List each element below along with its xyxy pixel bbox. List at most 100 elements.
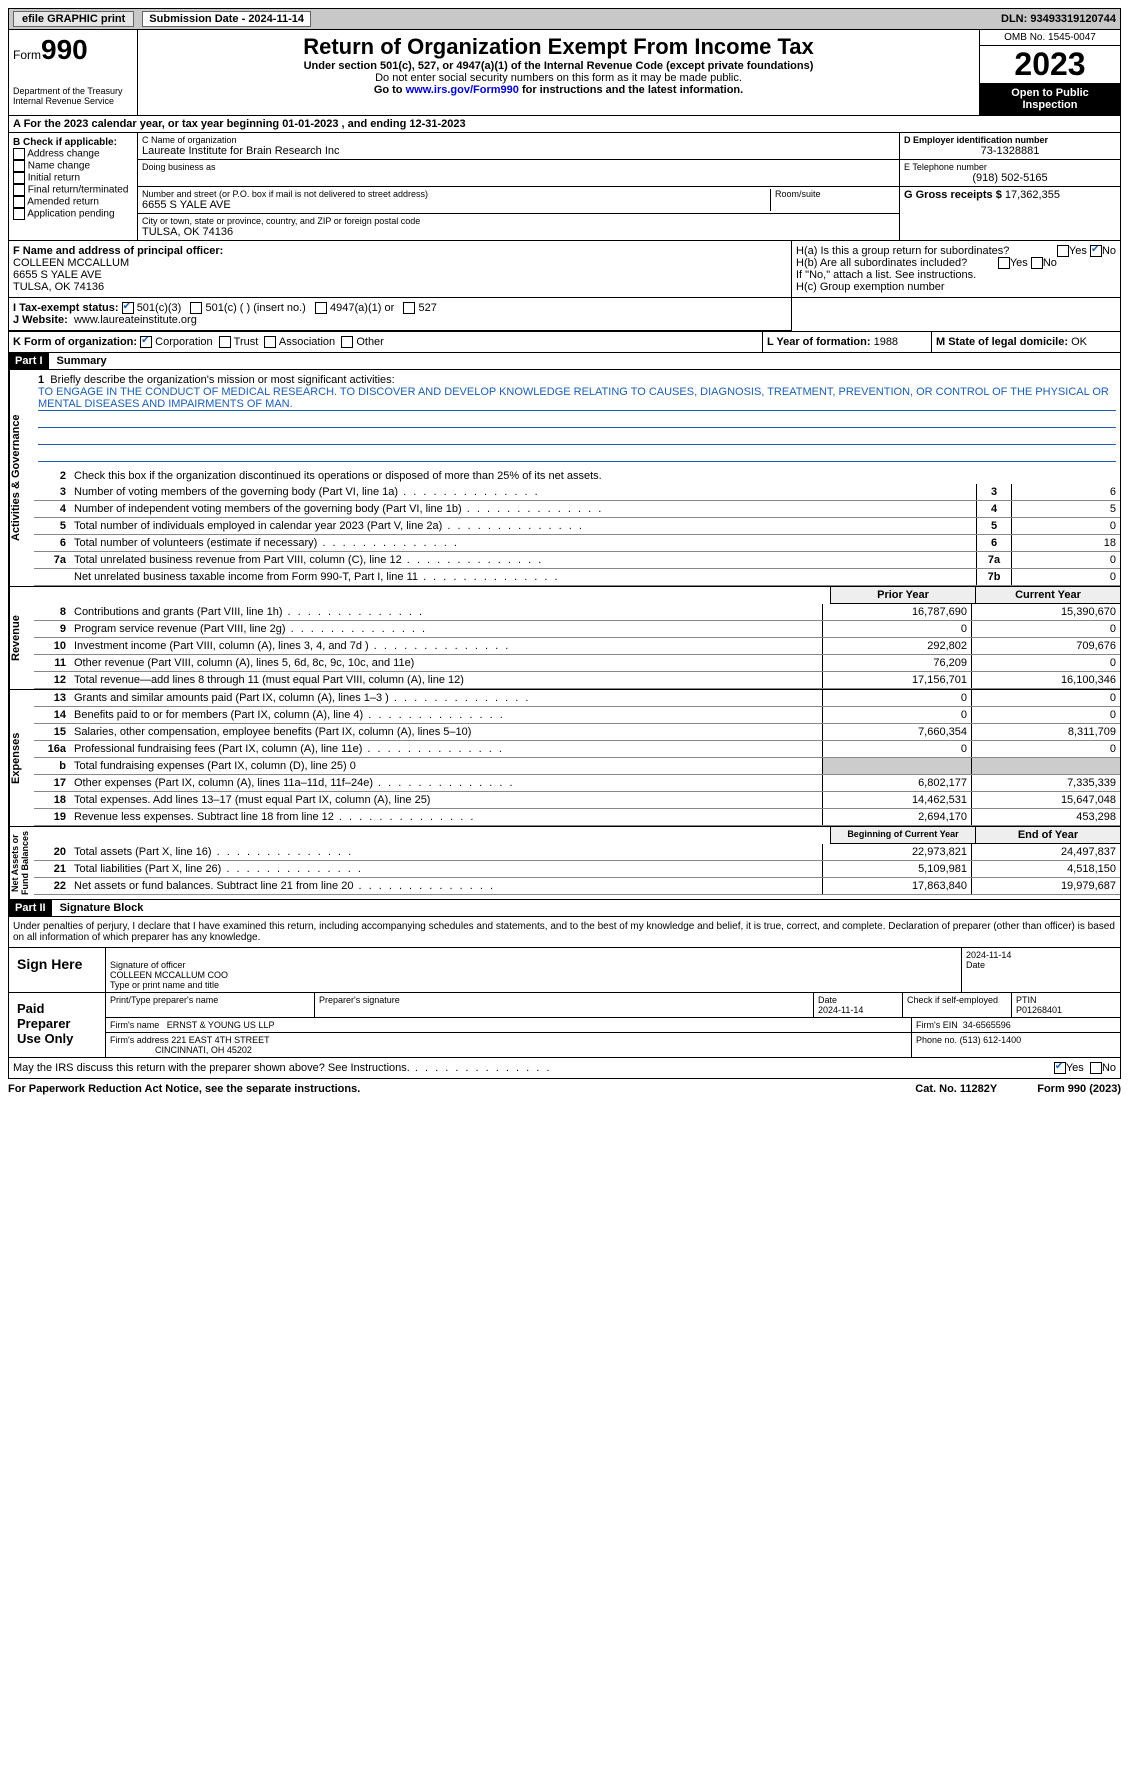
line-18-current: 15,647,048 — [971, 792, 1120, 808]
chk-name-change[interactable]: Name change — [13, 160, 133, 172]
irs-link[interactable]: www.irs.gov/Form990 — [406, 84, 519, 96]
line-9-prior: 0 — [822, 621, 971, 637]
chk-hb-yes[interactable] — [998, 257, 1010, 269]
open-public-2: Inspection — [1022, 99, 1077, 111]
line-15-current: 8,311,709 — [971, 724, 1120, 740]
row-a-tax-year: A For the 2023 calendar year, or tax yea… — [8, 116, 1121, 133]
form-header: Form990 Department of the Treasury Inter… — [8, 30, 1121, 116]
part-1-label: Part I — [9, 353, 49, 369]
part-1-title: Summary — [49, 355, 107, 367]
sig-date-label: Date — [966, 960, 985, 970]
chk-trust[interactable] — [219, 336, 231, 348]
org-name-label: C Name of organization — [142, 135, 895, 145]
line-8-prior: 16,787,690 — [822, 604, 971, 620]
firm-addr: 221 EAST 4TH STREET — [171, 1035, 269, 1045]
line-8-current: 15,390,670 — [971, 604, 1120, 620]
line-3-value: 6 — [1011, 484, 1120, 500]
form-number: 990 — [41, 34, 88, 65]
officer-label: F Name and address of principal officer: — [13, 245, 223, 257]
prep-date: 2024-11-14 — [818, 1005, 863, 1015]
chk-application-pending[interactable]: Application pending — [13, 208, 133, 220]
line-6-value: 18 — [1011, 535, 1120, 551]
officer-name: COLLEEN MCCALLUM — [13, 257, 129, 269]
open-public-1: Open to Public — [1011, 87, 1089, 99]
line-5-label: Total number of individuals employed in … — [70, 518, 976, 534]
discuss-row: May the IRS discuss this return with the… — [8, 1058, 1121, 1079]
line-14-current: 0 — [971, 707, 1120, 723]
paperwork-notice: For Paperwork Reduction Act Notice, see … — [8, 1083, 360, 1095]
chk-527[interactable] — [403, 302, 415, 314]
revenue-section: Revenue Prior YearCurrent Year 8Contribu… — [8, 587, 1121, 690]
chk-501c[interactable] — [190, 302, 202, 314]
preparer-name-label: Print/Type preparer's name — [106, 993, 315, 1017]
line-10-label: Investment income (Part VIII, column (A)… — [70, 638, 822, 654]
line-16a-label: Professional fundraising fees (Part IX, … — [70, 741, 822, 757]
efile-print-button[interactable]: efile GRAPHIC print — [13, 11, 134, 27]
paid-preparer-label: Paid Preparer Use Only — [9, 993, 106, 1057]
type-name-label: Type or print name and title — [110, 980, 219, 990]
entity-info-grid: B Check if applicable: Address change Na… — [8, 133, 1121, 241]
line-10-current: 709,676 — [971, 638, 1120, 654]
chk-501c3[interactable] — [122, 302, 134, 314]
line-14-prior: 0 — [822, 707, 971, 723]
firm-ein: 34-6565596 — [963, 1020, 1011, 1030]
form-footer-label: Form 990 (2023) — [1037, 1083, 1121, 1095]
chk-final-return[interactable]: Final return/terminated — [13, 184, 133, 196]
line-13-prior: 0 — [822, 690, 971, 706]
line-7a-value: 0 — [1011, 552, 1120, 568]
line-22-eoy: 19,979,687 — [971, 878, 1120, 894]
firm-ein-label: Firm's EIN — [916, 1020, 958, 1030]
submission-date: Submission Date - 2024-11-14 — [142, 11, 311, 27]
line-13-label: Grants and similar amounts paid (Part IX… — [70, 690, 822, 706]
line-12-prior: 17,156,701 — [822, 672, 971, 688]
chk-initial-return[interactable]: Initial return — [13, 172, 133, 184]
part-1-bar: Part I Summary — [8, 353, 1121, 370]
chk-assoc[interactable] — [264, 336, 276, 348]
line-4-label: Number of independent voting members of … — [70, 501, 976, 517]
self-employed-check[interactable]: Check if self-employed — [903, 993, 1012, 1017]
chk-ha-no[interactable] — [1090, 245, 1102, 257]
preparer-sig-label: Preparer's signature — [315, 993, 814, 1017]
goto-pre: Go to — [374, 84, 406, 96]
chk-4947[interactable] — [315, 302, 327, 314]
expenses-section: Expenses 13Grants and similar amounts pa… — [8, 690, 1121, 827]
chk-other[interactable] — [341, 336, 353, 348]
paid-preparer-block: Paid Preparer Use Only Print/Type prepar… — [8, 993, 1121, 1058]
hc-label: H(c) Group exemption number — [796, 281, 1116, 293]
line-15-prior: 7,660,354 — [822, 724, 971, 740]
line-22-label: Net assets or fund balances. Subtract li… — [70, 878, 822, 894]
firm-addr-label: Firm's address — [110, 1035, 169, 1045]
chk-amended-return[interactable]: Amended return — [13, 196, 133, 208]
firm-name: ERNST & YOUNG US LLP — [167, 1020, 275, 1030]
hdr-end-year: End of Year — [975, 827, 1120, 844]
chk-hb-no[interactable] — [1031, 257, 1043, 269]
line-13-current: 0 — [971, 690, 1120, 706]
row-k-l-m: K Form of organization: Corporation Trus… — [8, 332, 1121, 353]
chk-address-change[interactable]: Address change — [13, 148, 133, 160]
tax-status-label: I Tax-exempt status: — [13, 302, 119, 314]
sign-here-label: Sign Here — [9, 948, 106, 992]
chk-discuss-no[interactable] — [1090, 1062, 1102, 1074]
hdr-current-year: Current Year — [975, 587, 1120, 604]
line-16a-prior: 0 — [822, 741, 971, 757]
website-value: www.laureateinstitute.org — [74, 314, 197, 326]
line-11-prior: 76,209 — [822, 655, 971, 671]
vtab-net-assets: Net Assets or Fund Balances — [9, 827, 34, 899]
chk-corp[interactable] — [140, 336, 152, 348]
chk-ha-yes[interactable] — [1057, 245, 1069, 257]
form-title: Return of Organization Exempt From Incom… — [142, 34, 975, 60]
line-15-label: Salaries, other compensation, employee b… — [70, 724, 822, 740]
dept-label: Department of the Treasury Internal Reve… — [13, 86, 133, 106]
dln-label: DLN: 93493319120744 — [1001, 13, 1116, 25]
sig-officer-label: Signature of officer — [110, 960, 185, 970]
activities-governance: Activities & Governance 1 Briefly descri… — [8, 370, 1121, 587]
line-14-label: Benefits paid to or for members (Part IX… — [70, 707, 822, 723]
line-12-current: 16,100,346 — [971, 672, 1120, 688]
col-b-header: B Check if applicable: — [13, 137, 117, 148]
line-19-label: Revenue less expenses. Subtract line 18 … — [70, 809, 822, 825]
line-17-label: Other expenses (Part IX, column (A), lin… — [70, 775, 822, 791]
gross-receipts-label: G Gross receipts $ — [904, 189, 1002, 201]
chk-discuss-yes[interactable] — [1054, 1062, 1066, 1074]
line-21-boy: 5,109,981 — [822, 861, 971, 877]
firm-phone: (513) 612-1400 — [960, 1035, 1022, 1045]
